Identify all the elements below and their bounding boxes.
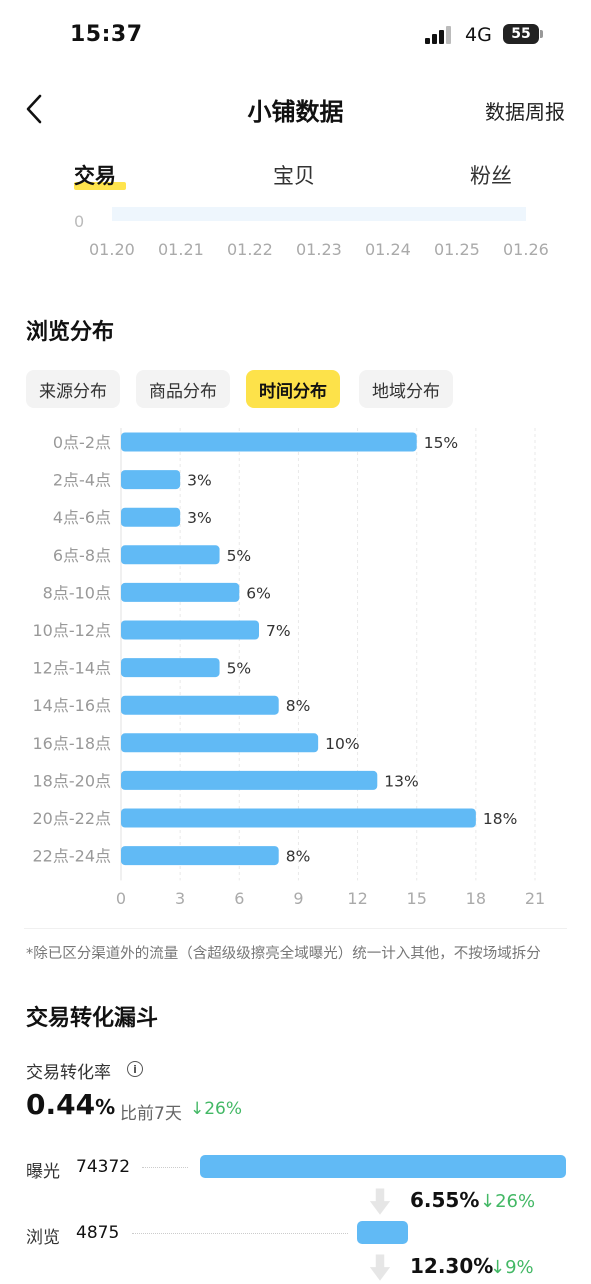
- category-label: 4点-6点: [53, 508, 111, 527]
- funnel-bar-exposure: [200, 1155, 566, 1178]
- bar: [121, 658, 220, 678]
- bar: [121, 470, 181, 490]
- bar: [121, 620, 259, 640]
- conversion-rate-unit: %: [95, 1095, 116, 1119]
- category-label: 14点-16点: [33, 696, 112, 715]
- bar: [121, 545, 220, 565]
- bar: [121, 507, 181, 527]
- time-distribution-chart: 0 3 6 9 12 15 18 21 0点-2点 15% 2点-4点 3% 4点-6点 3% 6点-8点 5…: [33, 428, 545, 908]
- trend-date: 01.26: [503, 240, 549, 259]
- funnel-stage-label: 浏览: [26, 1228, 60, 1248]
- trend-date: 01.22: [227, 240, 273, 259]
- bar-value-label: 8%: [286, 697, 311, 715]
- x-tick-label: 15: [407, 889, 427, 908]
- x-tick-label: 12: [347, 889, 367, 908]
- bar: [121, 846, 279, 866]
- category-label: 10点-12点: [33, 621, 112, 640]
- category-label: 0点-2点: [53, 433, 111, 452]
- tab-region-dist[interactable]: 地域分布: [359, 370, 453, 408]
- tab-active-indicator: [74, 182, 126, 190]
- compare-label: 比前7天: [120, 1104, 182, 1124]
- conversion-rate-label: 交易转化率: [26, 1063, 111, 1083]
- funnel-step-rate: 6.55%: [410, 1188, 480, 1212]
- info-icon[interactable]: i: [127, 1061, 143, 1077]
- category-label: 6点-8点: [53, 546, 111, 565]
- trend-y-zero: 0: [74, 212, 85, 231]
- category-label: 22点-24点: [33, 847, 112, 866]
- funnel-stage-label: 曝光: [26, 1162, 60, 1182]
- weekly-report-link[interactable]: 数据周报: [485, 100, 565, 124]
- divider: [24, 928, 567, 929]
- funnel-leader-line: [132, 1233, 348, 1234]
- down-arrow-icon: [369, 1188, 391, 1215]
- x-tick-label: 9: [293, 889, 303, 908]
- conversion-rate-number: 0.44: [26, 1088, 96, 1121]
- funnel-bar-browse: [357, 1221, 408, 1244]
- bar-value-label: 5%: [227, 660, 252, 678]
- funnel-step-rate: 12.30%: [410, 1254, 494, 1278]
- trend-date: 01.20: [89, 240, 135, 259]
- conversion-rate-value: 0.44%: [26, 1088, 115, 1121]
- x-tick-label: 21: [525, 889, 545, 908]
- funnel-step-change: ↓26%: [480, 1191, 536, 1212]
- category-label: 12点-14点: [33, 659, 112, 678]
- trend-date: 01.21: [158, 240, 204, 259]
- funnel-section-title: 交易转化漏斗: [26, 1006, 159, 1031]
- category-label: 16点-18点: [33, 734, 112, 753]
- compare-change: ↓26%: [190, 1099, 243, 1119]
- bar-value-label: 8%: [286, 848, 311, 866]
- bar-value-label: 15%: [424, 434, 458, 452]
- battery-icon: 55: [503, 24, 539, 44]
- trend-area: [112, 207, 526, 221]
- page-title: 小铺数据: [247, 98, 344, 126]
- trend-date: 01.24: [365, 240, 411, 259]
- bar: [121, 695, 279, 715]
- x-tick-label: 3: [175, 889, 185, 908]
- x-tick-label: 6: [234, 889, 244, 908]
- bar-value-label: 5%: [227, 547, 252, 565]
- bar: [121, 733, 319, 753]
- tab-trade[interactable]: 交易: [74, 164, 116, 188]
- trend-date: 01.23: [296, 240, 342, 259]
- tab-fans[interactable]: 粉丝: [470, 164, 512, 188]
- funnel-stage-value: 74372: [76, 1157, 131, 1177]
- bar-value-label: 3%: [187, 472, 212, 490]
- tab-items[interactable]: 宝贝: [273, 164, 315, 188]
- bar-value-label: 10%: [325, 735, 359, 753]
- bar-value-label: 6%: [246, 584, 271, 602]
- signal-icon: [425, 26, 455, 44]
- bar-value-label: 3%: [187, 509, 212, 527]
- status-time: 15:37: [70, 22, 143, 47]
- funnel-stage-value: 4875: [76, 1223, 120, 1243]
- bar-value-label: 18%: [483, 810, 517, 828]
- x-tick-label: 18: [466, 889, 486, 908]
- bar: [121, 582, 240, 602]
- tab-time-dist[interactable]: 时间分布: [246, 370, 340, 408]
- network-type: 4G: [465, 24, 492, 46]
- x-tick-label: 0: [116, 889, 126, 908]
- trend-date: 01.25: [434, 240, 480, 259]
- category-label: 2点-4点: [53, 471, 111, 490]
- bar: [121, 432, 417, 452]
- down-arrow-icon: [369, 1254, 391, 1281]
- bar: [121, 808, 476, 828]
- bar-value-label: 13%: [384, 772, 418, 790]
- tab-source-dist[interactable]: 来源分布: [26, 370, 120, 408]
- back-arrow-icon[interactable]: [22, 94, 50, 124]
- funnel-leader-line: [142, 1167, 188, 1168]
- browse-section-title: 浏览分布: [26, 320, 115, 345]
- battery-cap: [540, 30, 543, 38]
- category-label: 8点-10点: [43, 583, 111, 602]
- tab-product-dist[interactable]: 商品分布: [136, 370, 230, 408]
- bar: [121, 770, 378, 790]
- bar-value-label: 7%: [266, 622, 291, 640]
- battery-level: 55: [511, 26, 531, 42]
- traffic-note: *除已区分渠道外的流量（含超级级擦亮全域曝光）统一计入其他，不按场域拆分: [26, 946, 541, 962]
- category-label: 18点-20点: [33, 771, 112, 790]
- category-label: 20点-22点: [33, 809, 112, 828]
- funnel-step-change: ↓9%: [490, 1257, 534, 1278]
